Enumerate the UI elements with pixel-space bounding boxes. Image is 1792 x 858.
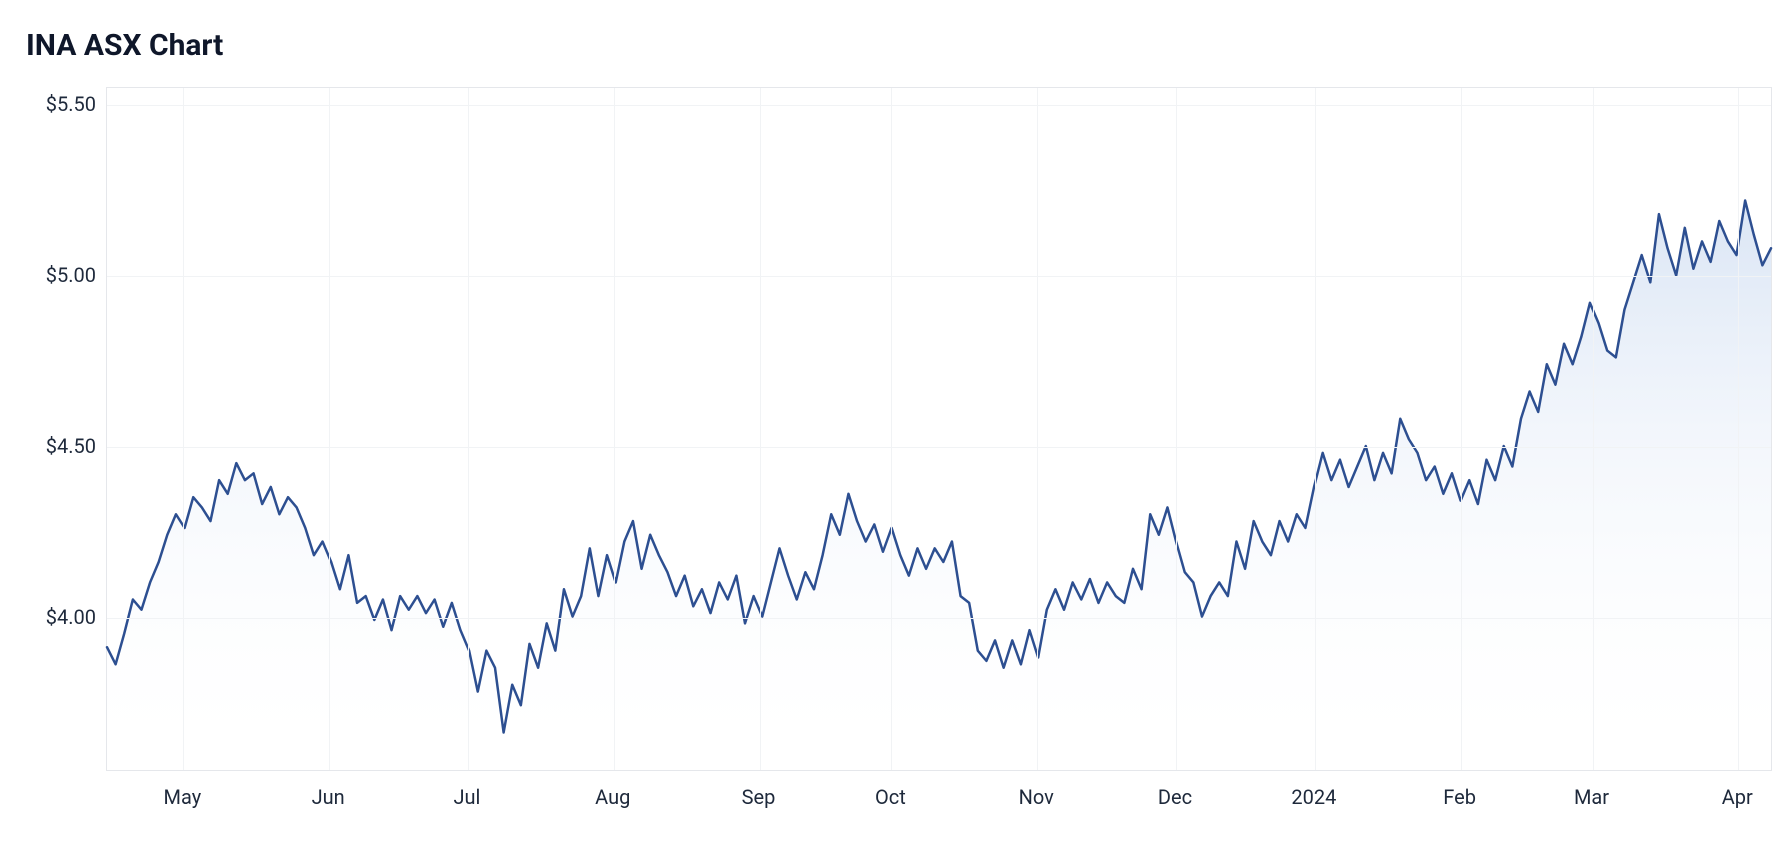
v-gridline	[614, 88, 615, 770]
v-gridline	[1738, 88, 1739, 770]
x-tick-label: Jun	[312, 785, 345, 809]
y-axis: $4.00 $4.50 $5.00 $5.50	[20, 87, 106, 827]
area-fill	[107, 201, 1771, 770]
x-tick-label: 2024	[1291, 785, 1336, 809]
x-tick-label: May	[164, 785, 202, 809]
x-axis: May Jun Jul Aug Sep Oct Nov Dec 2024 Feb Mar Apr	[106, 771, 1772, 827]
v-gridline	[468, 88, 469, 770]
v-gridline	[183, 88, 184, 770]
y-tick-label: $5.50	[46, 92, 96, 116]
y-tick-label: $4.00	[46, 605, 96, 629]
x-tick-label: Dec	[1158, 785, 1192, 809]
x-tick-label: Feb	[1443, 785, 1476, 809]
chart-container: $4.00 $4.50 $5.00 $5.50 May Jun Jul Aug Sep Oct N…	[20, 87, 1772, 827]
x-tick-label: Sep	[742, 785, 776, 809]
v-gridline	[760, 88, 761, 770]
x-tick-label: Aug	[595, 785, 630, 809]
x-tick-label: Jul	[453, 785, 480, 809]
y-tick-label: $4.50	[46, 434, 96, 458]
v-gridline	[1176, 88, 1177, 770]
v-gridline	[1037, 88, 1038, 770]
v-gridline	[1593, 88, 1594, 770]
v-gridline	[891, 88, 892, 770]
plot-area[interactable]	[106, 87, 1772, 771]
v-gridline	[329, 88, 330, 770]
h-gridline	[107, 276, 1771, 277]
price-line-svg	[107, 88, 1771, 770]
y-tick-label: $5.00	[46, 263, 96, 287]
chart-title: INA ASX Chart	[26, 28, 1772, 63]
v-gridline	[1461, 88, 1462, 770]
x-tick-label: Oct	[875, 785, 906, 809]
v-gridline	[1315, 88, 1316, 770]
h-gridline	[107, 618, 1771, 619]
x-tick-label: Nov	[1019, 785, 1054, 809]
x-tick-label: Mar	[1574, 785, 1609, 809]
x-tick-label: Apr	[1722, 785, 1753, 809]
h-gridline	[107, 447, 1771, 448]
h-gridline	[107, 105, 1771, 106]
